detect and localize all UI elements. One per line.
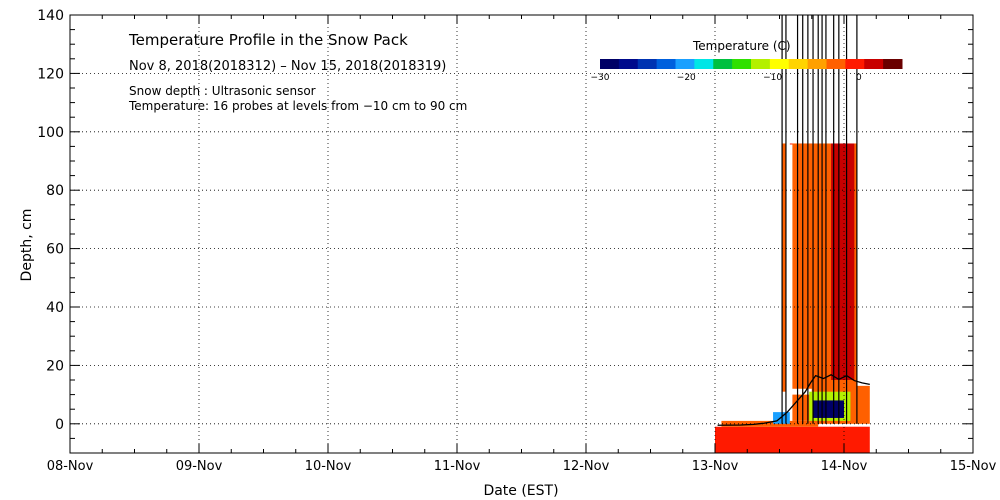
colorbar-swatch xyxy=(694,59,714,69)
x-tick-label: 14-Nov xyxy=(821,459,868,474)
y-axis-label: Depth, cm xyxy=(19,209,35,282)
plot-area xyxy=(715,15,870,453)
colorbar: −30 −20 −10 0 xyxy=(591,59,903,83)
annotation-temperature-probes: Temperature: 16 probes at levels from −1… xyxy=(128,99,467,113)
y-tick-label: 120 xyxy=(37,66,64,82)
colorbar-swatch xyxy=(788,59,809,69)
colorbar-swatch xyxy=(807,59,827,69)
heatmap-cell xyxy=(831,143,855,380)
x-tick-label: 15-Nov xyxy=(950,459,997,474)
axes: 08-Nov 09-Nov 10-Nov 11-Nov 12-Nov 13-Nov 14-N… xyxy=(37,8,996,474)
heatmap-cell xyxy=(721,420,819,427)
heatmap-cell xyxy=(773,412,790,424)
colorbar-swatch xyxy=(826,59,846,69)
colorbar-swatch xyxy=(637,59,658,69)
grid-lines xyxy=(70,15,973,453)
heatmap-cell xyxy=(813,400,844,418)
x-axis-label: Date (EST) xyxy=(483,483,558,499)
colorbar-tick-label: 0 xyxy=(856,73,862,83)
colorbar-swatch xyxy=(732,59,752,69)
colorbar-swatch xyxy=(769,59,790,69)
colorbar-swatch xyxy=(864,59,884,69)
x-tick-label: 13-Nov xyxy=(692,459,739,474)
y-tick-label: 0 xyxy=(55,417,64,433)
colorbar-swatch xyxy=(656,59,676,69)
colorbar-swatch xyxy=(713,59,733,69)
colorbar-swatch xyxy=(675,59,695,69)
x-tick-label: 08-Nov xyxy=(47,459,94,474)
y-tick-label: 60 xyxy=(46,242,64,258)
colorbar-tick-label: −30 xyxy=(591,73,610,83)
colorbar-label: Temperature (C) xyxy=(692,39,791,53)
x-tick-label: 12-Nov xyxy=(563,459,610,474)
colorbar-swatch xyxy=(618,59,639,69)
y-tick-label: 20 xyxy=(46,358,64,374)
colorbar-swatch xyxy=(751,59,771,69)
y-tick-label: 80 xyxy=(46,183,64,199)
colorbar-swatch xyxy=(600,59,620,69)
colorbar-swatch xyxy=(845,59,865,69)
heatmap-cell xyxy=(792,394,812,421)
y-tick-label: 40 xyxy=(46,300,64,316)
x-tick-label: 10-Nov xyxy=(305,459,352,474)
colorbar-tick-label: −20 xyxy=(677,73,696,83)
y-tick-label: 140 xyxy=(37,8,64,24)
annotation-snow-depth: Snow depth : Ultrasonic sensor xyxy=(129,84,316,98)
heatmap-cell xyxy=(782,143,786,392)
x-tick-label: 09-Nov xyxy=(176,459,223,474)
colorbar-swatch xyxy=(883,59,903,69)
x-tick-label: 11-Nov xyxy=(434,459,481,474)
y-tick-label: 100 xyxy=(37,125,64,141)
colorbar-tick-label: −10 xyxy=(763,73,782,83)
chart-title: Temperature Profile in the Snow Pack xyxy=(128,31,408,49)
heatmap-cell xyxy=(715,426,870,453)
chart-subtitle: Nov 8, 2018(2018312) – Nov 15, 2018(2018… xyxy=(129,59,446,74)
